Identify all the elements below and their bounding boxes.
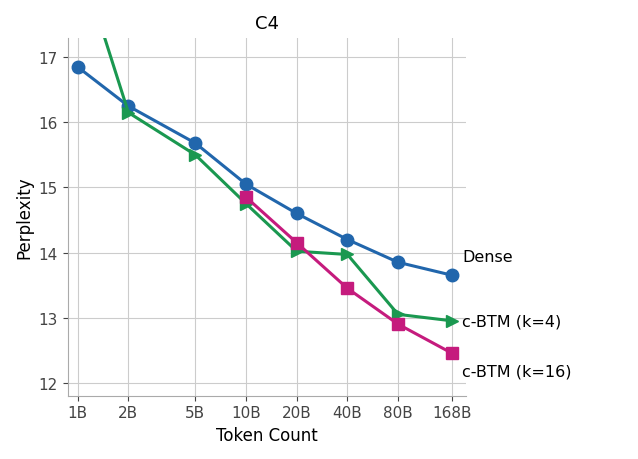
Text: c-BTM (k=4): c-BTM (k=4) xyxy=(463,313,561,329)
Text: Dense: Dense xyxy=(463,249,513,264)
Y-axis label: Perplexity: Perplexity xyxy=(15,176,33,258)
X-axis label: Token Count: Token Count xyxy=(216,426,318,444)
Title: C4: C4 xyxy=(255,15,279,33)
Text: c-BTM (k=16): c-BTM (k=16) xyxy=(463,364,572,378)
